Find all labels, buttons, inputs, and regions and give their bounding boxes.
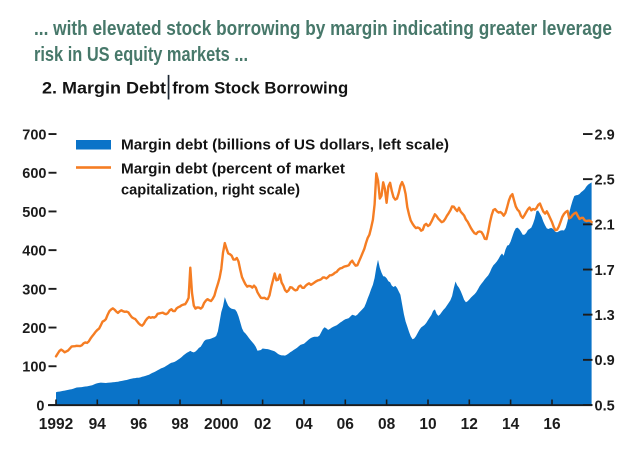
svg-text:risk in US equity markets ...: risk in US equity markets ... [34, 44, 248, 66]
svg-text:04: 04 [295, 416, 313, 433]
svg-text:Margin debt (billions of US do: Margin debt (billions of US dollars, lef… [121, 137, 449, 154]
svg-text:1.7: 1.7 [595, 263, 615, 279]
svg-text:98: 98 [171, 416, 189, 433]
svg-text:700: 700 [22, 127, 46, 143]
svg-text:400: 400 [22, 244, 46, 260]
svg-text:2. Margin Debt: 2. Margin Debt [42, 79, 166, 98]
svg-text:12: 12 [461, 416, 478, 433]
svg-text:from Stock Borrowing: from Stock Borrowing [172, 79, 348, 98]
svg-text:10: 10 [419, 416, 436, 433]
svg-text:08: 08 [378, 416, 396, 433]
svg-text:0.9: 0.9 [595, 353, 615, 369]
svg-text:500: 500 [22, 205, 46, 221]
svg-text:... with elevated stock borrow: ... with elevated stock borrowing by mar… [34, 18, 612, 40]
svg-text:100: 100 [22, 360, 46, 376]
svg-text:Margin debt (percent of market: Margin debt (percent of market [121, 161, 345, 178]
svg-text:02: 02 [254, 416, 271, 433]
svg-text:2.1: 2.1 [595, 218, 615, 234]
svg-text:200: 200 [22, 321, 46, 337]
svg-text:capitalization, right scale): capitalization, right scale) [121, 182, 300, 199]
svg-text:600: 600 [22, 166, 46, 182]
svg-text:2.9: 2.9 [595, 127, 615, 143]
svg-text:1992: 1992 [39, 416, 73, 433]
svg-text:0.5: 0.5 [595, 399, 615, 415]
svg-text:96: 96 [130, 416, 148, 433]
svg-text:06: 06 [337, 416, 355, 433]
svg-text:14: 14 [502, 416, 520, 433]
svg-text:94: 94 [89, 416, 107, 433]
svg-text:2.5: 2.5 [595, 173, 615, 189]
svg-text:300: 300 [22, 282, 46, 298]
svg-text:2000: 2000 [204, 416, 238, 433]
svg-text:0: 0 [36, 399, 44, 415]
svg-text:1.3: 1.3 [595, 308, 615, 324]
svg-text:16: 16 [543, 416, 561, 433]
